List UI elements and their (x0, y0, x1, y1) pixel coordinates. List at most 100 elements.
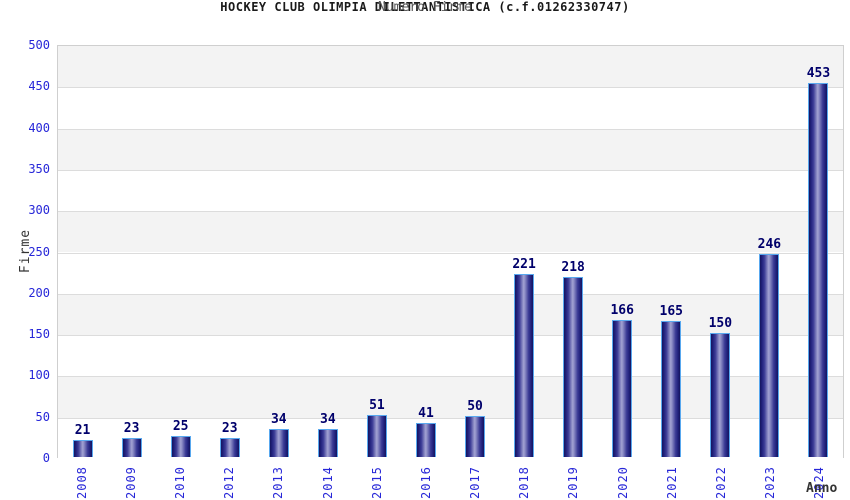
bar-2010 (170, 436, 191, 457)
bar-value-label: 166 (610, 302, 634, 318)
bar-2021 (661, 320, 682, 457)
bar-slot: 23 (107, 46, 156, 457)
x-axis-title: Anno (806, 481, 838, 496)
bar-2023 (759, 253, 780, 457)
bar-value-label: 23 (123, 421, 140, 437)
x-tick-label: 2022 (714, 466, 729, 499)
bar-value-label: 246 (757, 236, 782, 252)
x-tick-label: 2020 (615, 466, 630, 499)
grid-band (58, 252, 843, 294)
grid-band (58, 128, 843, 170)
x-tick-label: 2019 (566, 466, 581, 499)
bar-slot: 221 (500, 46, 549, 457)
bar-slot: 150 (696, 46, 745, 457)
x-tick-slot: 2010 (155, 463, 204, 499)
x-tick-slot: 2020 (598, 463, 647, 499)
y-tick-label: 300 (28, 203, 50, 218)
x-tick-label: 2018 (517, 466, 532, 499)
y-tick-label: 200 (28, 285, 50, 300)
x-tick-label: 2012 (222, 466, 237, 499)
chart-subtitle: Numero Firme (378, 0, 472, 15)
bar-2016 (415, 423, 436, 457)
bar-slot: 25 (156, 46, 205, 457)
x-tick-label: 2009 (123, 466, 138, 499)
x-tick-slot: 2015 (352, 463, 401, 499)
bar-2008 (72, 439, 93, 457)
x-tick-slot: 2019 (549, 463, 598, 499)
gridline (58, 335, 843, 337)
bar-2019 (563, 276, 584, 457)
x-tick-slot: 2016 (401, 463, 450, 499)
x-tick-label: 2013 (271, 466, 286, 499)
gridline (58, 417, 843, 419)
gridline (58, 128, 843, 130)
bar-value-label: 34 (320, 411, 336, 427)
y-tick-label: 100 (28, 368, 50, 383)
y-tick-label: 250 (28, 244, 50, 259)
bar-value-label: 150 (708, 316, 733, 332)
y-tick-label: 450 (28, 79, 50, 94)
bar-value-label: 218 (561, 259, 585, 275)
x-tick-slot: 2009 (106, 463, 155, 499)
bar-value-label: 21 (74, 422, 91, 438)
plot-area: 21 23 25 23 34 34 51 41 50 221 218 166 165 150 246 453 (57, 45, 844, 459)
bar-slot: 165 (647, 46, 696, 457)
x-tick-label: 2010 (172, 466, 187, 499)
gridline (58, 376, 843, 378)
gridline (58, 169, 843, 171)
x-tick-label: 2014 (320, 466, 335, 499)
bar-slot: 41 (401, 46, 450, 457)
bar-value-label: 25 (172, 419, 189, 435)
bar-value-label: 23 (221, 421, 238, 437)
bar-value-label: 453 (806, 65, 831, 81)
x-tick-slot: 2014 (303, 463, 352, 499)
x-tick-label: 2015 (369, 466, 384, 499)
bar-value-label: 41 (418, 406, 434, 422)
x-axis-ticks: 2008 2009 2010 2012 2013 2014 2015 2016 2017 2018… (57, 463, 844, 499)
y-tick-label: 0 (42, 451, 50, 465)
bar-2020 (612, 319, 633, 457)
bar-2013 (268, 428, 289, 457)
x-tick-slot: 2013 (254, 463, 303, 499)
x-tick-slot: 2012 (205, 463, 254, 499)
y-tick-label: 50 (35, 409, 50, 424)
bar-value-label: 165 (659, 303, 684, 319)
grid-band (58, 169, 843, 212)
grid-band (58, 293, 843, 336)
x-tick-label: 2017 (468, 466, 483, 499)
bar-2009 (121, 438, 142, 457)
chart-title: HOCKEY CLUB OLIMPIA DILETTANTISTICA (c.f… (220, 0, 630, 14)
gridline (58, 211, 843, 213)
y-axis-ticks: 0 50 100 150 200 250 300 350 400 450 500 (0, 38, 50, 465)
bar-value-label: 34 (270, 411, 287, 427)
bar-value-label: 51 (369, 397, 385, 413)
bar-2022 (710, 333, 731, 457)
bar-slot: 246 (745, 46, 794, 457)
bar-2015 (366, 414, 387, 457)
bar-slot: 218 (549, 46, 598, 457)
gridline (58, 293, 843, 295)
x-tick-slot: 2023 (746, 463, 795, 499)
y-tick-label: 500 (28, 38, 50, 52)
bar-slot: 166 (598, 46, 647, 457)
bar-slot: 23 (205, 46, 254, 457)
bar-slot: 34 (254, 46, 303, 457)
x-tick-slot: 2021 (647, 463, 696, 499)
x-tick-label: 2023 (763, 466, 778, 499)
bar-2014 (317, 428, 338, 457)
bar-2018 (514, 274, 535, 457)
bar-slot: 21 (58, 46, 107, 457)
x-tick-slot: 2008 (57, 463, 106, 499)
bar-slot: 34 (303, 46, 352, 457)
gridline (58, 87, 843, 89)
bar-2017 (465, 415, 486, 457)
y-tick-label: 150 (28, 327, 50, 342)
x-tick-slot: 2018 (500, 463, 549, 499)
bar-slot: 51 (352, 46, 401, 457)
y-tick-label: 350 (28, 161, 50, 176)
bar-slot: 50 (451, 46, 500, 457)
grid-band (58, 87, 843, 129)
x-tick-slot: 2022 (696, 463, 745, 499)
bar-value-label: 221 (512, 257, 536, 273)
